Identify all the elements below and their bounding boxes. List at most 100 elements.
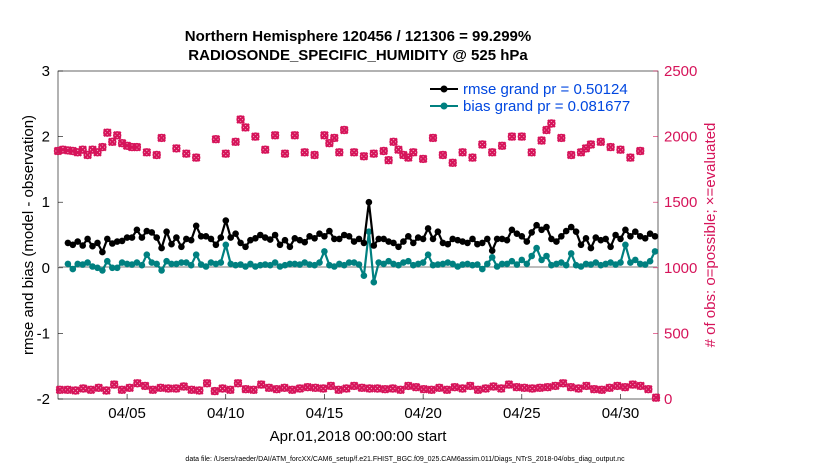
obs-high-possible [586, 140, 596, 149]
obs-high-evaluated [320, 131, 329, 140]
obs-low-possible [280, 383, 289, 392]
obs-low-possible [210, 386, 219, 396]
rmse-point [158, 244, 165, 252]
obs-high-possible [152, 150, 161, 160]
rmse-point [503, 236, 511, 244]
obs-low-evaluated [605, 383, 614, 393]
obs-low-evaluated [404, 381, 413, 391]
obs-low-possible [458, 384, 467, 393]
obs-high-evaluated [478, 140, 487, 149]
bias-point [331, 263, 338, 270]
obs-low-possible [466, 381, 475, 391]
obs-low-evaluated [380, 384, 390, 394]
obs-low-possible [520, 383, 529, 392]
bias-point [459, 261, 466, 268]
bias-point [202, 263, 210, 270]
chart-subtitle: RADIOSONDE_SPECIFIC_HUMIDITY @ 525 hPa [188, 47, 528, 64]
obs-high-possible [576, 148, 586, 157]
obs-low-possible [504, 380, 514, 389]
obs-high-evaluated [132, 142, 142, 152]
obs-high-possible [606, 142, 615, 152]
x-tick-label: 04/25 [503, 405, 541, 422]
bias-point [99, 267, 106, 274]
obs-high-possible [290, 131, 299, 140]
bias-point [153, 260, 160, 268]
obs-high-evaluated [359, 152, 369, 161]
obs-high-evaluated [408, 148, 418, 157]
bias-point [518, 256, 526, 264]
rmse-point [380, 235, 388, 243]
obs-high-evaluated [448, 158, 458, 168]
obs-high-possible [547, 119, 556, 128]
rmse-point [419, 235, 427, 243]
y-axis-left: -2 -1 0 1 2 3 [37, 63, 63, 408]
bias-point [261, 261, 269, 268]
bias-point [89, 263, 96, 270]
obs-high-possible [369, 149, 378, 158]
obs-high-possible [330, 133, 339, 143]
rmse-point [577, 241, 585, 249]
bias-point [168, 260, 175, 268]
obs-low-possible [311, 383, 320, 392]
x-tick-label: 04/10 [207, 405, 245, 422]
rmse-point [217, 234, 225, 241]
bias-point [311, 261, 318, 269]
rmse-point [118, 237, 126, 245]
rmse-point [232, 230, 239, 237]
obs-low-possible [543, 383, 552, 392]
bias-point [217, 259, 225, 266]
obs-high-evaluated [379, 146, 388, 156]
obs-low-evaluated [179, 382, 189, 391]
rmse-point [301, 238, 309, 246]
obs-high-evaluated [596, 137, 606, 147]
bias-point [474, 261, 481, 268]
bias-point [247, 260, 254, 268]
obs-low-evaluated [86, 385, 96, 395]
rmse-point [94, 239, 101, 247]
obs-high-evaluated [418, 154, 428, 164]
obs-low-possible [574, 384, 583, 393]
obs-low-possible [102, 386, 111, 395]
rmse-point [651, 233, 659, 240]
y-axis-right: 0 500 1000 1500 2000 2500 [653, 63, 697, 408]
rmse-point [104, 235, 111, 243]
rmse-point [123, 234, 131, 241]
obs-high-possible [231, 137, 240, 146]
bias-point [562, 261, 570, 269]
obs-high-possible [517, 132, 526, 141]
rmse-point [321, 233, 328, 240]
obs-low-evaluated [295, 384, 305, 393]
obs-low-possible [365, 384, 374, 393]
obs-count-series [53, 115, 661, 402]
obs-low-possible [551, 381, 560, 391]
obs-low-possible [342, 384, 351, 393]
bias-point [533, 244, 540, 252]
obs-low-possible [528, 384, 537, 393]
bias-point [592, 259, 600, 266]
bias-point [528, 252, 535, 260]
bias-point [306, 261, 313, 268]
obs-low-possible [241, 385, 250, 394]
obs-low-possible [620, 383, 630, 392]
rmse-point [271, 231, 279, 239]
obs-high-possible [636, 146, 645, 156]
y-tick-label: 3 [42, 63, 50, 80]
rmse-point [212, 241, 220, 249]
obs-high-evaluated [231, 137, 240, 147]
rmse-point [617, 235, 624, 243]
obs-high-possible [157, 133, 166, 143]
obs-low-evaluated [287, 385, 297, 395]
rmse-point [632, 228, 639, 235]
obs-low-evaluated [597, 385, 607, 395]
rmse-point [533, 221, 540, 229]
obs-high-possible [537, 136, 546, 145]
obs-high-evaluated [468, 153, 477, 162]
rmse-point [444, 240, 452, 248]
rmse-point [518, 233, 526, 240]
bias-point [651, 248, 659, 255]
bias-point [627, 259, 634, 266]
obs-high-evaluated [542, 125, 551, 135]
rmse-point [395, 243, 402, 251]
obs-low-possible [651, 393, 661, 402]
obs-high-possible [384, 155, 393, 165]
